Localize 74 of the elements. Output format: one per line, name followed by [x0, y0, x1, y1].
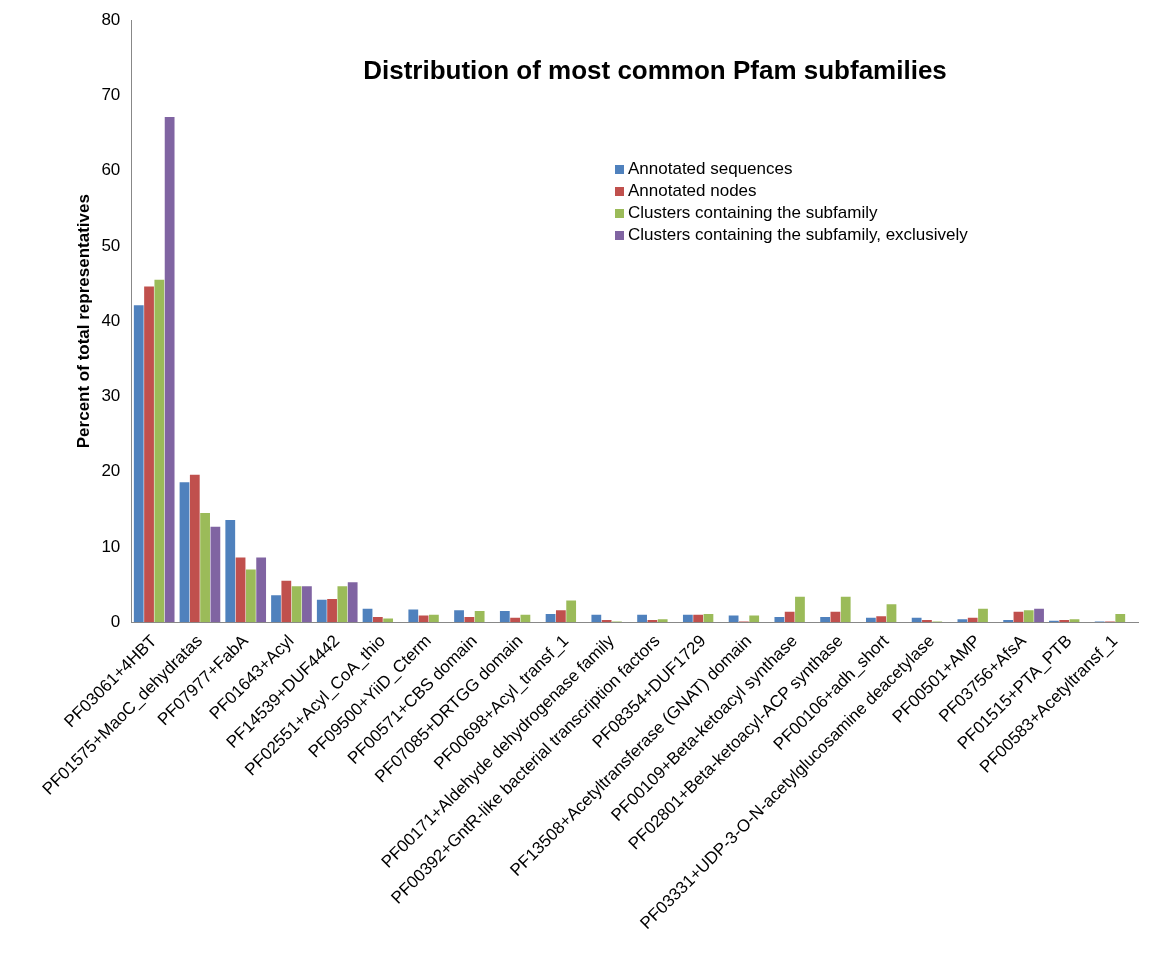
bar — [922, 620, 932, 623]
bar — [784, 611, 795, 623]
legend-label: Clusters containing the subfamily, exclusively — [628, 224, 968, 246]
bar — [693, 614, 704, 623]
bar — [225, 519, 236, 623]
y-tick-label: 60 — [101, 160, 121, 180]
bar — [566, 600, 577, 623]
y-tick-label: 50 — [101, 235, 121, 255]
bar — [245, 569, 256, 623]
bar — [337, 586, 348, 623]
bar — [1115, 613, 1126, 623]
y-tick-label: 80 — [101, 9, 121, 29]
bar — [189, 474, 200, 623]
bar — [454, 610, 464, 623]
bar — [418, 615, 429, 623]
bar — [911, 617, 922, 623]
bar — [820, 617, 831, 623]
bar — [164, 117, 175, 623]
y-tick-label: 40 — [101, 310, 121, 330]
bar — [256, 557, 267, 623]
y-tick-label: 70 — [101, 84, 121, 104]
bar — [978, 608, 988, 623]
y-axis-title: Percent of total representatives — [73, 194, 93, 449]
bar — [464, 617, 475, 623]
bar — [886, 604, 897, 623]
bar — [499, 610, 510, 623]
bar — [774, 617, 785, 623]
bar — [1034, 608, 1044, 623]
bar — [144, 286, 154, 623]
bar — [591, 614, 602, 623]
bar — [429, 614, 439, 623]
bar — [474, 610, 485, 623]
bar — [840, 596, 851, 623]
bar — [967, 617, 978, 623]
legend-label: Clusters containing the subfamily — [628, 202, 878, 224]
bar — [957, 619, 968, 623]
bar — [510, 617, 520, 623]
bar — [657, 619, 668, 623]
bar — [601, 620, 612, 623]
bar — [408, 609, 419, 623]
bar — [347, 582, 358, 623]
bar — [291, 586, 302, 623]
bar — [1069, 619, 1080, 623]
bar — [327, 598, 337, 623]
y-tick-label: 0 — [110, 611, 121, 631]
y-tick-label: 20 — [101, 461, 121, 481]
bar — [133, 305, 144, 623]
bar — [271, 595, 281, 623]
bar — [682, 614, 693, 623]
bar — [749, 615, 760, 623]
text: Distribution of most common Pfam subfamilies — [362, 55, 948, 86]
legend-label: Annotated sequences — [628, 158, 793, 180]
bar — [179, 482, 190, 623]
bar — [302, 586, 312, 623]
bar — [210, 526, 221, 623]
bar — [876, 616, 887, 623]
bar — [795, 596, 805, 623]
bar — [1059, 620, 1070, 623]
bar — [647, 620, 658, 623]
bar — [235, 557, 246, 623]
bar — [200, 513, 210, 623]
bar — [728, 615, 739, 623]
bar — [154, 279, 165, 623]
bar — [637, 614, 647, 623]
bar — [316, 599, 327, 623]
y-tick-label: 10 — [101, 536, 121, 556]
y-tick-label: 30 — [101, 386, 121, 406]
bar — [1003, 620, 1014, 623]
bar — [865, 617, 876, 623]
legend-label: Annotated nodes — [628, 180, 757, 202]
bar — [372, 617, 383, 623]
bar — [281, 580, 292, 623]
bar — [1023, 610, 1034, 623]
bar — [555, 610, 566, 623]
